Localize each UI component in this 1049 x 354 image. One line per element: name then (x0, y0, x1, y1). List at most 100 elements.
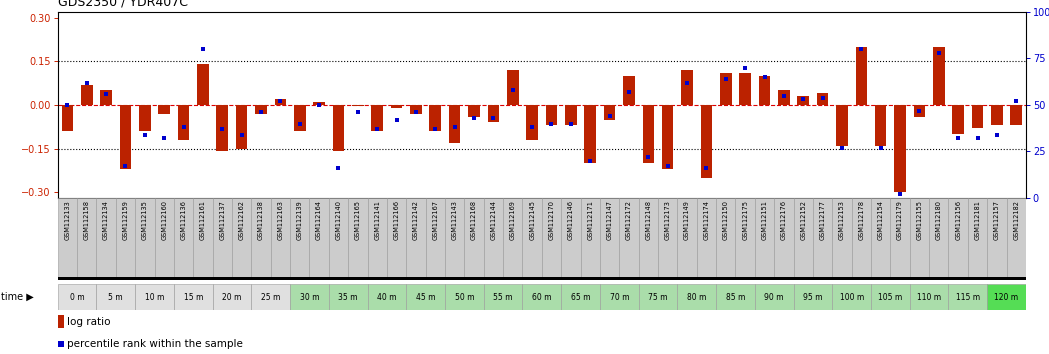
Bar (213, 284, 252, 310)
Text: GSM112168: GSM112168 (471, 200, 477, 240)
Text: GSM112146: GSM112146 (568, 200, 574, 240)
Bar (948, 198, 968, 280)
Bar (774, 198, 793, 280)
Bar (410, 105, 422, 114)
Bar (720, 73, 731, 105)
Bar (291, 198, 309, 280)
Bar (875, 105, 886, 146)
Text: GSM112176: GSM112176 (780, 200, 787, 240)
Bar (678, 284, 716, 310)
Text: GSM112153: GSM112153 (839, 200, 844, 240)
Bar (527, 105, 538, 140)
Bar (507, 70, 518, 105)
Bar (252, 198, 271, 280)
Bar (426, 198, 445, 280)
Bar (488, 105, 499, 122)
Bar (406, 198, 426, 280)
Bar (891, 198, 909, 280)
Bar (391, 105, 403, 108)
Bar (333, 105, 344, 152)
Bar (600, 198, 619, 280)
Text: GSM112143: GSM112143 (452, 200, 457, 240)
Text: GSM112167: GSM112167 (432, 200, 438, 240)
Bar (933, 47, 944, 105)
Text: GSM112147: GSM112147 (606, 200, 613, 240)
Text: 5 m: 5 m (108, 292, 123, 302)
Text: GSM112148: GSM112148 (645, 200, 651, 240)
Bar (216, 105, 228, 152)
Bar (255, 105, 266, 114)
Text: GSM112164: GSM112164 (316, 200, 322, 240)
Bar (97, 284, 135, 310)
Bar (468, 105, 479, 116)
Text: 15 m: 15 m (184, 292, 202, 302)
Bar (1007, 198, 1026, 280)
Text: GSM112173: GSM112173 (665, 200, 670, 240)
Bar (871, 284, 909, 310)
Bar (465, 198, 484, 280)
Bar (642, 105, 655, 163)
Bar (856, 47, 868, 105)
Bar (991, 105, 1003, 125)
Bar (115, 198, 135, 280)
Bar (213, 198, 232, 280)
Bar (987, 284, 1026, 310)
Text: GSM112137: GSM112137 (219, 200, 226, 240)
Text: GSM112151: GSM112151 (762, 200, 768, 240)
Bar (449, 105, 461, 143)
Bar (561, 284, 600, 310)
Text: GSM112159: GSM112159 (123, 200, 128, 240)
Bar (62, 105, 73, 131)
Bar (97, 198, 115, 280)
Bar (565, 105, 577, 125)
Bar (309, 198, 328, 280)
Bar (236, 105, 248, 149)
Text: GSM112158: GSM112158 (84, 200, 90, 240)
Text: 50 m: 50 m (454, 292, 474, 302)
Bar (987, 198, 1007, 280)
Bar (158, 105, 170, 114)
Bar (1010, 105, 1022, 125)
Text: GSM112150: GSM112150 (723, 200, 729, 240)
Text: 55 m: 55 m (493, 292, 513, 302)
Bar (639, 284, 678, 310)
Bar (140, 105, 151, 131)
Text: 35 m: 35 m (339, 292, 358, 302)
Bar (154, 198, 174, 280)
Bar (584, 105, 596, 163)
Bar (135, 198, 154, 280)
Bar (778, 91, 790, 105)
Bar (832, 284, 871, 310)
Text: GSM112181: GSM112181 (975, 200, 981, 240)
Bar (406, 284, 445, 310)
Text: GSM112180: GSM112180 (936, 200, 942, 240)
Bar (968, 198, 987, 280)
Bar (832, 198, 852, 280)
Bar (177, 105, 190, 140)
Text: 95 m: 95 m (804, 292, 822, 302)
Text: GSM112144: GSM112144 (490, 200, 496, 240)
Text: 10 m: 10 m (145, 292, 165, 302)
Bar (797, 96, 809, 105)
Text: 0 m: 0 m (69, 292, 84, 302)
Text: 45 m: 45 m (415, 292, 435, 302)
Text: 90 m: 90 m (765, 292, 784, 302)
Text: 65 m: 65 m (571, 292, 591, 302)
Bar (101, 91, 112, 105)
Bar (174, 198, 193, 280)
Text: GSM112134: GSM112134 (103, 200, 109, 240)
Bar (541, 198, 561, 280)
Text: 20 m: 20 m (222, 292, 241, 302)
Text: log ratio: log ratio (67, 317, 110, 327)
Text: GSM112135: GSM112135 (142, 200, 148, 240)
Text: GSM112169: GSM112169 (510, 200, 516, 240)
Text: GSM112172: GSM112172 (626, 200, 631, 240)
Bar (445, 284, 484, 310)
Bar (909, 198, 929, 280)
Bar (275, 99, 286, 105)
Text: GSM112178: GSM112178 (858, 200, 864, 240)
Text: GSM112154: GSM112154 (878, 200, 883, 240)
Bar (681, 70, 692, 105)
Text: GSM112175: GSM112175 (742, 200, 748, 240)
Bar (639, 198, 658, 280)
